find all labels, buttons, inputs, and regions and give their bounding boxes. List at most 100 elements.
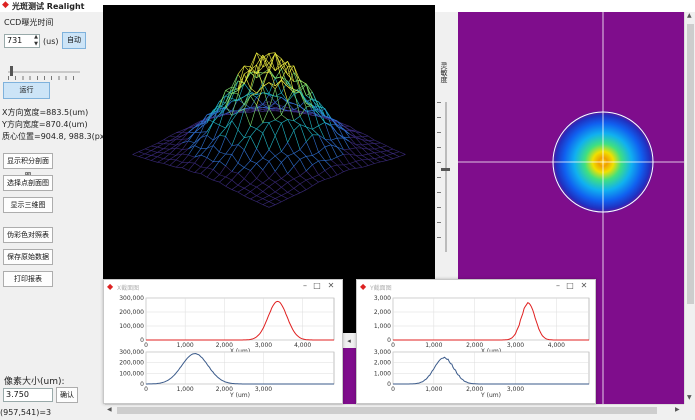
wireframe-segment xyxy=(132,154,139,157)
wireframe-segment xyxy=(330,166,338,176)
y-profile-window[interactable]: ◆ Y截面图 – □ ✕ 3,000 2,000 1,000 0 0 1,000 2,000… xyxy=(356,279,596,404)
y-profile-titlebar[interactable]: ◆ Y截面图 – □ ✕ xyxy=(357,280,595,294)
wireframe-segment xyxy=(274,68,282,79)
wireframe-segment xyxy=(243,170,251,179)
run-button[interactable]: 运行 xyxy=(3,82,50,99)
y-tick-label: 3,000 xyxy=(374,349,391,356)
auto-button[interactable]: 自动 xyxy=(62,32,86,49)
exposure-slider-track[interactable] xyxy=(8,71,80,73)
3d-wireframe-view[interactable] xyxy=(103,5,435,333)
wireframe-segment xyxy=(275,201,282,205)
wireframe-segment xyxy=(355,155,363,160)
vertical-scroll-thumb[interactable] xyxy=(687,24,694,304)
wireframe-segment xyxy=(392,153,400,157)
wireframe-segment xyxy=(337,124,344,127)
wireframe-segment xyxy=(306,111,313,116)
wireframe-segment xyxy=(244,91,251,97)
wireframe-segment xyxy=(349,168,356,170)
wireframe-segment xyxy=(312,151,319,156)
wireframe-segment xyxy=(219,181,226,187)
scroll-up-icon[interactable]: ▲ xyxy=(687,12,692,19)
maximize-icon[interactable]: □ xyxy=(566,281,574,290)
minimize-icon[interactable]: – xyxy=(303,281,307,290)
exposure-slider-thumb[interactable] xyxy=(10,66,13,76)
wireframe-segment xyxy=(361,135,369,138)
wireframe-segment xyxy=(206,121,214,132)
maximize-icon[interactable]: □ xyxy=(313,281,321,290)
wireframe-segment xyxy=(243,149,251,161)
wireframe-segment xyxy=(237,173,245,179)
pseudocolor-table-button[interactable]: 伪彩色对照表 xyxy=(3,227,53,243)
vertical-scrollbar[interactable]: ▲ ▼ xyxy=(684,12,695,404)
wireframe-segment xyxy=(212,145,220,153)
minimize-icon[interactable]: – xyxy=(556,281,560,290)
wireframe-segment xyxy=(361,144,369,150)
confirm-button[interactable]: 确认 xyxy=(56,387,78,403)
wireframe-segment xyxy=(181,140,189,150)
wireframe-segment xyxy=(305,179,313,187)
wireframe-segment xyxy=(330,156,338,161)
wireframe-segment xyxy=(299,141,307,150)
wireframe-segment xyxy=(157,158,164,163)
wireframe-segment xyxy=(182,162,189,168)
wireframe-segment xyxy=(212,151,220,162)
wireframe-segment xyxy=(151,145,158,148)
wireframe-segment xyxy=(281,65,288,75)
wireframe-segment xyxy=(250,128,257,137)
wireframe-segment xyxy=(380,142,387,147)
wireframe-segment xyxy=(262,201,270,205)
close-icon[interactable]: ✕ xyxy=(580,281,588,290)
close-icon[interactable]: ✕ xyxy=(327,281,335,290)
point-profile-button[interactable]: 选择点剖面图 xyxy=(3,175,53,191)
profile-curve xyxy=(146,352,334,385)
wireframe-segment xyxy=(188,162,195,164)
wireframe-segment xyxy=(250,95,257,106)
wireframe-segment xyxy=(318,113,326,123)
integral-profile-button[interactable]: 显示积分剖面图 xyxy=(3,153,53,180)
wireframe-segment xyxy=(262,198,270,202)
wireframe-segment xyxy=(268,72,276,79)
scroll-right-icon[interactable]: ▶ xyxy=(675,406,680,413)
wireframe-segment xyxy=(188,126,195,133)
wireframe-segment xyxy=(293,106,301,110)
x-profile-window[interactable]: ◆ X截面图 – □ ✕ 300,000 200,000 100,000 0 0 1,00… xyxy=(103,279,343,404)
sensitivity-slider-thumb[interactable] xyxy=(441,168,450,171)
wireframe-segment xyxy=(293,166,301,176)
save-raw-data-button[interactable]: 保存原始数据 xyxy=(3,249,53,265)
exposure-input[interactable]: 731 xyxy=(4,34,40,48)
wireframe-segment xyxy=(213,121,220,126)
wireframe-segment xyxy=(337,120,344,127)
wireframe-segment xyxy=(200,131,208,138)
wireframe-segment xyxy=(306,102,313,106)
horizontal-scrollbar[interactable]: ◀ ▶ xyxy=(105,404,684,415)
wireframe-segment xyxy=(281,162,288,174)
scroll-left-icon[interactable]: ◀ xyxy=(107,406,112,413)
wireframe-segment xyxy=(374,139,381,144)
wireframe-segment xyxy=(219,136,226,153)
wireframe-segment xyxy=(144,145,152,150)
wireframe-segment xyxy=(324,138,332,146)
pixel-size-input[interactable]: 3.750 xyxy=(3,388,53,402)
wireframe-segment xyxy=(293,115,301,122)
wireframe-segment xyxy=(312,105,319,108)
wireframe-segment xyxy=(368,163,375,166)
print-report-button[interactable]: 打印报表 xyxy=(3,271,53,287)
wireframe-segment xyxy=(206,140,214,149)
wireframe-segment xyxy=(244,183,251,189)
wireframe-segment xyxy=(243,160,251,168)
horizontal-scroll-thumb[interactable] xyxy=(117,407,657,414)
exposure-stepper[interactable]: ▲ ▼ xyxy=(34,34,38,47)
wireframe-segment xyxy=(299,92,307,104)
wireframe-segment xyxy=(194,123,201,128)
x-profile-titlebar[interactable]: ◆ X截面图 – □ ✕ xyxy=(104,280,342,294)
wireframe-segment xyxy=(169,135,177,138)
sensitivity-slider-track[interactable] xyxy=(445,102,447,252)
wireframe-segment xyxy=(361,139,369,141)
wireframe-segment xyxy=(268,108,276,112)
scroll-down-icon[interactable]: ▼ xyxy=(687,394,692,401)
wireframe-segment xyxy=(206,167,214,170)
wireframe-segment xyxy=(250,66,257,74)
collapse-arrow-icon[interactable]: ◂ xyxy=(344,335,354,347)
x-tick-label: 1,000 xyxy=(177,342,194,349)
show-3d-button[interactable]: 显示三维图 xyxy=(3,197,53,213)
